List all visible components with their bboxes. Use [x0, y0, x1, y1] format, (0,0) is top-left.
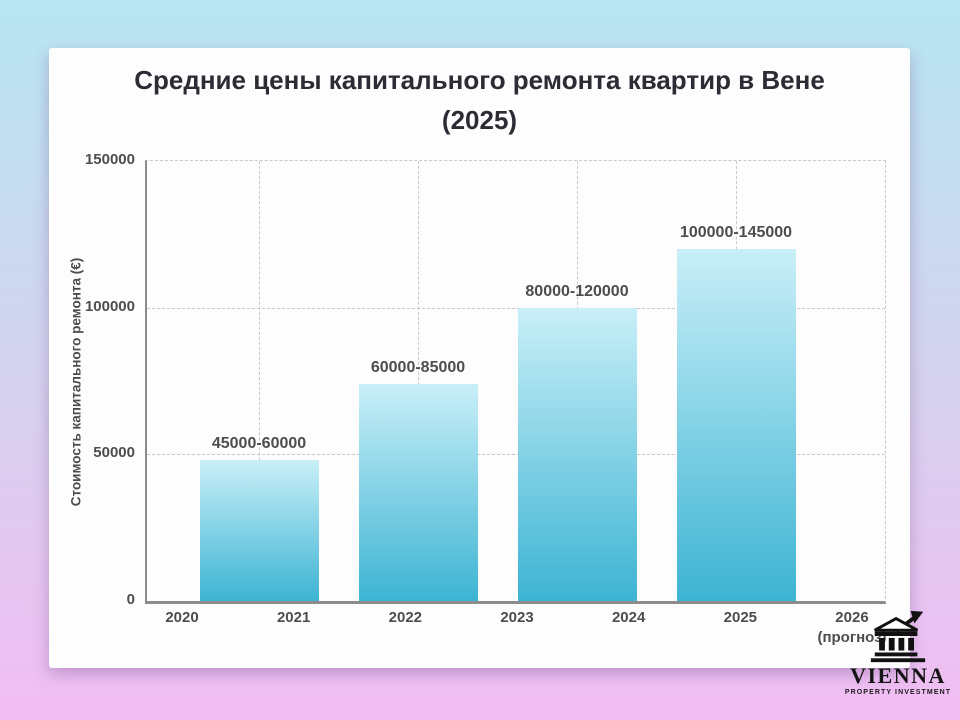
y-gridline-50000 [147, 454, 885, 456]
bar-1: 45000-60000 [199, 435, 319, 601]
x-tick-label: 2025 [724, 608, 757, 628]
brand-name: VIENNA [850, 663, 946, 688]
bar-value-label: 45000-60000 [211, 435, 307, 453]
y-tick-label: 100000 [84, 297, 135, 315]
x-tick-year: 2022 [388, 609, 423, 626]
x-tick-label: 2022 [389, 608, 422, 628]
y-tick-label: 150000 [84, 151, 135, 168]
bank-building-growth-arrow-icon [870, 610, 926, 663]
chart-title-line2: (2025) [441, 105, 518, 135]
chart-card: Средние цены капитального ремонта кварти… [49, 48, 910, 668]
bar-2: 60000-85000 [358, 359, 478, 601]
y-tick-label: 0 [126, 591, 135, 608]
bar-3: 80000-120000 [517, 283, 637, 601]
chart-title-line1: Средние цены капитального ремонта кварти… [134, 65, 825, 95]
brand-tagline: PROPERTY INVESTMENT [844, 689, 952, 696]
chart-title: Средние цены капитального ремонта кварти… [49, 60, 910, 140]
x-tick-forecast-note: (прогноз) [817, 629, 887, 646]
y-axis-ticks: 0 50000 100000 150000 [49, 151, 135, 608]
x-tick-year: 2025 [723, 609, 758, 626]
x-tick-label: 2020 [165, 608, 198, 628]
bar-value-label: 80000-120000 [525, 282, 629, 300]
x-tick-label: 2021 [277, 608, 310, 628]
y-tick-label: 50000 [93, 444, 135, 462]
y-gridline-100000 [147, 307, 885, 309]
x-gridline-1 [259, 161, 260, 601]
x-tick-year: 2020 [165, 609, 199, 626]
bar-4: 100000-145000 [676, 224, 796, 601]
x-gridline-2 [418, 161, 419, 601]
x-tick-label: 2024 [612, 608, 645, 628]
brand-logo: VIENNA PROPERTY INVESTMENT [843, 608, 953, 698]
x-tick-year: 2021 [276, 609, 311, 626]
x-tick-year: 2023 [500, 609, 534, 626]
x-tick-label: 2023 [500, 608, 533, 628]
x-tick-year: 2024 [611, 609, 646, 626]
x-tick-label: 2026 (прогноз) [817, 608, 886, 648]
bar-value-label: 100000-145000 [679, 224, 793, 241]
plot-area: 45000-60000 60000-85000 80000-120000 100000… [145, 160, 886, 604]
x-tick-year: 2026 [835, 609, 869, 626]
x-axis-ticks: 2020 2021 2022 2023 2024 2025 2026 (прогноз) [145, 608, 886, 656]
bar-value-label: 60000-85000 [370, 358, 466, 376]
